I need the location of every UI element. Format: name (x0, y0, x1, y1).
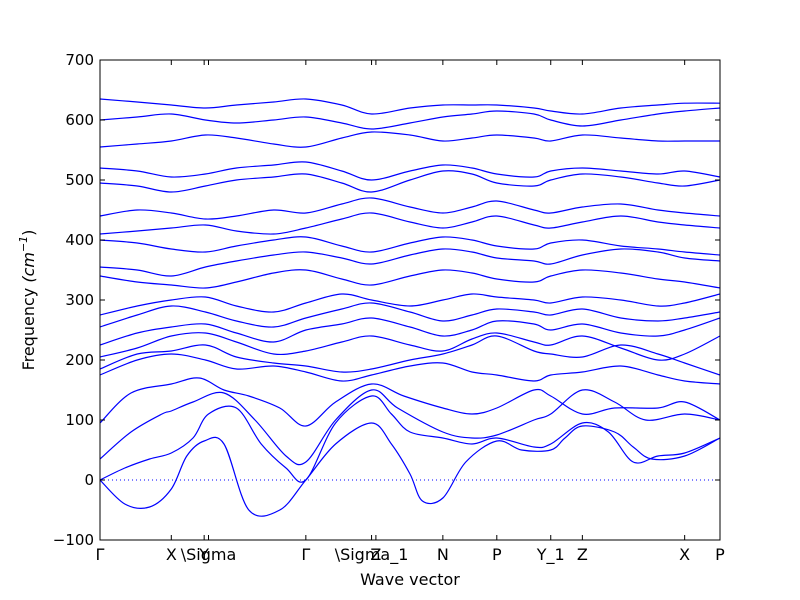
y-tick-label: 500 (65, 171, 94, 189)
phonon-branch-5 (100, 353, 720, 385)
y-tick-labels: −100 0 100 200 300 400 500 600 700 (53, 51, 94, 549)
y-tick-label: 700 (65, 51, 94, 69)
y-tick-label: 300 (65, 291, 94, 309)
y-axis-label-exponent: −1 (17, 236, 30, 252)
phonon-branch-20 (100, 98, 720, 115)
y-tick-label: 400 (65, 231, 94, 249)
phonon-branch-7 (100, 332, 720, 361)
x-tick-label: \Sigma (181, 545, 237, 564)
phonon-branch-14 (100, 212, 720, 235)
x-axis-label: Wave vector (360, 570, 460, 589)
x-tick-label: Y_1 (536, 545, 565, 565)
y-tick-label: −100 (53, 531, 94, 549)
plot-frame (99, 59, 721, 541)
y-axis-label-unit: (cm (19, 252, 38, 283)
phonon-branch-15 (100, 197, 720, 220)
phonon-branch-3 (100, 389, 720, 466)
y-tick-label: 0 (84, 471, 94, 489)
y-axis-label: Frequency (cm−1) (17, 230, 38, 371)
phonon-branch-16 (100, 170, 720, 193)
phonon-branch-18 (100, 131, 720, 148)
x-tick-label: P (492, 545, 502, 564)
x-tick-label: Γ (96, 545, 105, 564)
x-tick-label: N (437, 545, 449, 564)
phonon-branch-19 (100, 107, 720, 130)
y-tick-label: 200 (65, 351, 94, 369)
x-tick-label: \Sigma_1 (335, 545, 409, 565)
phonon-branch-12 (100, 248, 720, 277)
y-axis-label-text: Frequency (19, 283, 38, 371)
x-tick-labels: Γ X Y\Sigma Γ \Sigma_1Z N P Y_1 Z X P (96, 545, 726, 565)
x-tick-label: Z (577, 545, 588, 564)
phonon-branch-17 (100, 161, 720, 181)
phonon-branch-2 (100, 395, 720, 483)
y-axis-label-close: ) (19, 230, 38, 236)
x-tick-label: X (679, 545, 690, 564)
phonon-branch-8 (100, 317, 720, 346)
series-group (100, 98, 720, 517)
phonon-branch-13 (100, 236, 720, 256)
x-tick-label: Y (198, 545, 209, 564)
x-tick-label: X (166, 545, 177, 564)
y-tick-label: 100 (65, 411, 94, 429)
phonon-branch-6 (100, 335, 720, 376)
phonon-branch-4 (100, 377, 720, 427)
phonon-branch-11 (100, 269, 720, 289)
phonon-branch-9 (100, 302, 720, 328)
x-tick-label: Γ (301, 545, 310, 564)
y-tick-label: 600 (65, 111, 94, 129)
x-tick-label: Z (370, 545, 381, 564)
phonon-branch-10 (100, 293, 720, 316)
x-tick-label: P (715, 545, 725, 564)
